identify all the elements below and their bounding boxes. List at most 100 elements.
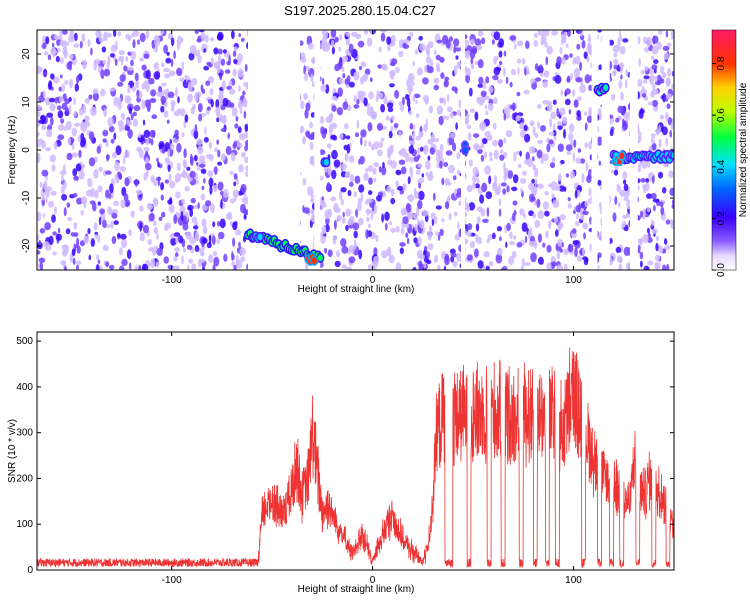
noise-blob bbox=[304, 109, 309, 119]
noise-blob bbox=[57, 124, 65, 131]
noise-blob bbox=[428, 105, 433, 114]
noise-blob bbox=[542, 80, 548, 88]
noise-blob bbox=[339, 34, 343, 41]
noise-blob bbox=[43, 180, 48, 191]
noise-blob bbox=[100, 69, 105, 80]
noise-blob bbox=[472, 182, 476, 190]
noise-blob bbox=[242, 90, 246, 96]
noise-blob bbox=[220, 190, 224, 196]
noise-blob bbox=[92, 202, 97, 212]
noise-blob bbox=[81, 33, 86, 42]
noise-blob bbox=[545, 56, 549, 66]
noise-blob bbox=[39, 228, 46, 234]
noise-blob bbox=[575, 157, 581, 164]
noise-blob bbox=[132, 111, 137, 117]
noise-blob bbox=[548, 131, 555, 136]
noise-blob bbox=[415, 206, 420, 217]
noise-blob bbox=[656, 235, 659, 242]
noise-blob bbox=[341, 163, 347, 170]
noise-blob bbox=[66, 152, 73, 161]
noise-blob bbox=[584, 74, 591, 84]
noise-blob bbox=[638, 131, 642, 140]
noise-blob bbox=[651, 45, 659, 55]
noise-blob bbox=[516, 242, 523, 248]
noise-blob bbox=[193, 129, 199, 140]
noise-blob bbox=[163, 44, 169, 54]
noise-blob bbox=[554, 74, 562, 84]
noise-blob bbox=[475, 145, 482, 150]
noise-blob bbox=[353, 71, 360, 81]
noise-blob bbox=[347, 189, 352, 197]
noise-blob bbox=[457, 169, 461, 176]
noise-blob bbox=[413, 93, 421, 99]
noise-blob bbox=[431, 218, 435, 226]
noise-blob bbox=[370, 106, 374, 112]
noise-blob bbox=[575, 77, 583, 83]
noise-blob bbox=[213, 250, 218, 257]
noise-blob bbox=[334, 63, 341, 72]
noise-blob bbox=[232, 189, 239, 198]
spectrogram-x-label: Height of straight line (km) bbox=[298, 284, 415, 295]
noise-blob bbox=[480, 154, 484, 162]
noise-blob bbox=[414, 224, 418, 232]
noise-blob bbox=[640, 69, 645, 75]
noise-blob bbox=[557, 121, 562, 126]
noise-blob bbox=[361, 74, 368, 83]
noise-blob bbox=[99, 208, 105, 215]
noise-blob bbox=[642, 234, 649, 244]
noise-blob bbox=[66, 202, 71, 208]
noise-blob bbox=[217, 161, 223, 166]
noise-blob bbox=[360, 91, 366, 97]
noise-blob bbox=[53, 206, 58, 215]
noise-blob bbox=[478, 76, 484, 85]
x-tick-label: -100 bbox=[162, 275, 182, 286]
noise-blob bbox=[345, 135, 351, 140]
noise-blob bbox=[232, 237, 236, 247]
noise-blob bbox=[502, 67, 506, 77]
noise-blob bbox=[383, 95, 388, 105]
noise-blob bbox=[64, 43, 67, 54]
noise-blob bbox=[113, 132, 117, 140]
noise-blob bbox=[176, 35, 183, 46]
noise-blob bbox=[126, 249, 132, 260]
noise-blob bbox=[380, 30, 387, 33]
noise-blob bbox=[338, 190, 343, 201]
noise-blob bbox=[542, 201, 550, 210]
noise-blob bbox=[345, 224, 349, 232]
noise-blob bbox=[358, 217, 364, 226]
noise-blob bbox=[230, 198, 235, 204]
noise-blob bbox=[331, 46, 335, 55]
noise-blob bbox=[336, 215, 342, 221]
colorbar-tick-label: 0.8 bbox=[716, 56, 727, 70]
noise-blob bbox=[136, 89, 140, 98]
noise-blob bbox=[61, 30, 68, 35]
noise-blob bbox=[308, 42, 314, 50]
noise-blob bbox=[47, 54, 52, 61]
y-tick-label: 10 bbox=[21, 96, 32, 108]
noise-blob bbox=[390, 197, 396, 205]
noise-blob bbox=[167, 164, 171, 172]
noise-blob bbox=[359, 66, 362, 71]
noise-blob bbox=[572, 240, 580, 245]
noise-blob bbox=[597, 179, 602, 186]
noise-blob bbox=[97, 30, 102, 39]
feature-blob bbox=[671, 152, 674, 159]
noise-blob bbox=[231, 30, 235, 40]
noise-blob bbox=[498, 38, 505, 48]
noise-blob bbox=[194, 231, 200, 241]
noise-blob bbox=[609, 129, 614, 137]
noise-blob bbox=[395, 66, 400, 74]
noise-blob bbox=[74, 110, 77, 117]
noise-blob bbox=[217, 149, 221, 158]
noise-blob bbox=[325, 217, 330, 225]
noise-blob bbox=[371, 145, 375, 151]
noise-blob bbox=[74, 83, 80, 92]
noise-blob bbox=[85, 115, 90, 122]
noise-blob bbox=[299, 100, 305, 110]
noise-blob bbox=[654, 261, 661, 270]
noise-blob bbox=[318, 149, 326, 156]
noise-blob bbox=[534, 219, 541, 228]
noise-blob bbox=[325, 223, 330, 233]
noise-blob bbox=[344, 152, 349, 162]
